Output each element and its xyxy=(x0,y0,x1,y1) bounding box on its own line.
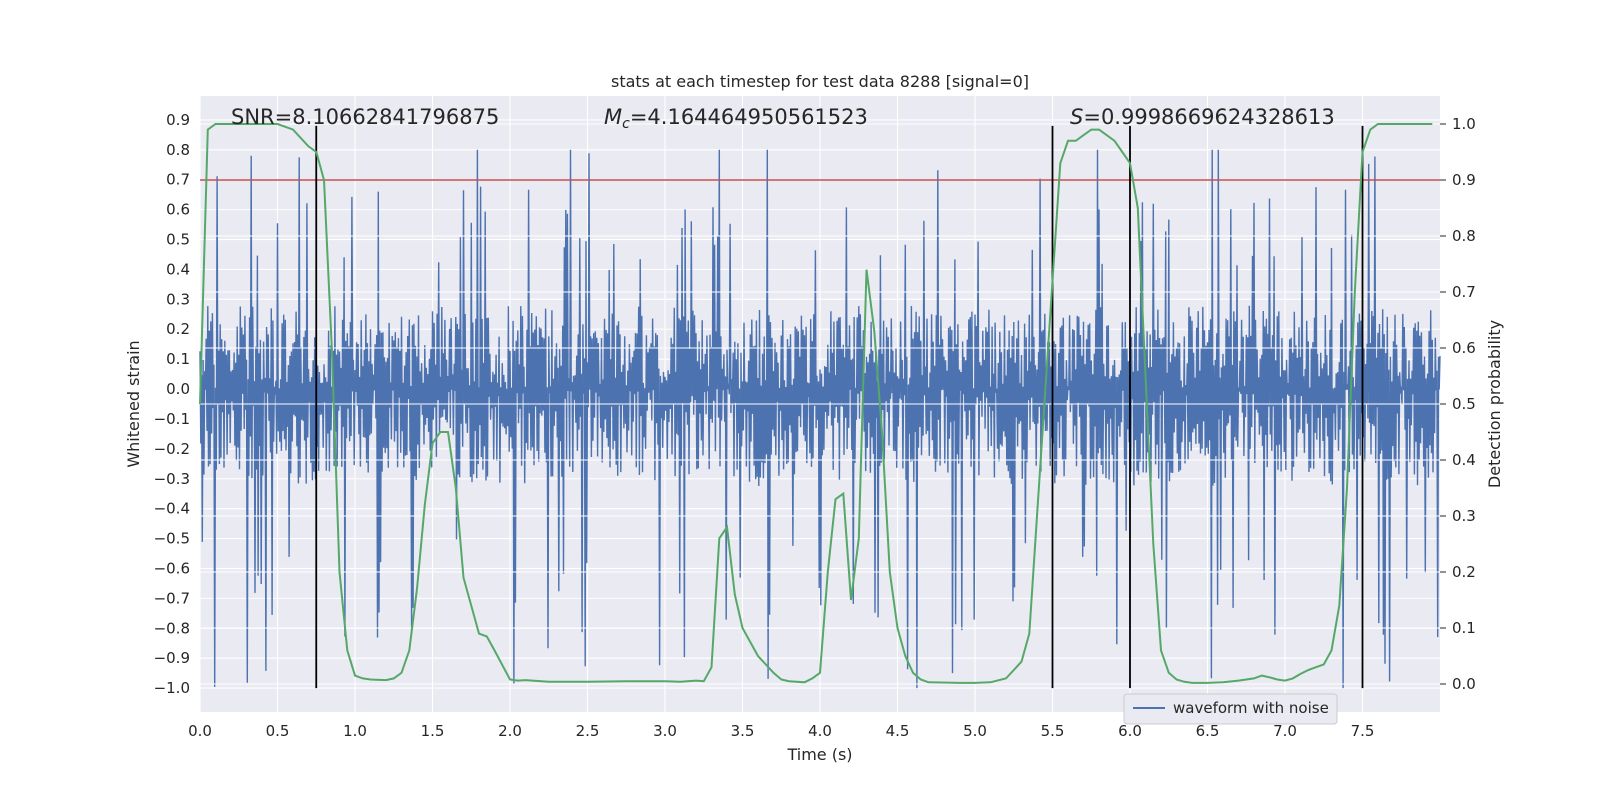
mc-symbol: M xyxy=(604,105,622,129)
x-tick-label: 6.5 xyxy=(1196,722,1220,740)
y-tick-label: −0.1 xyxy=(154,410,190,428)
y2-tick-label: 0.9 xyxy=(1452,171,1476,189)
y-tick-label: −0.2 xyxy=(154,440,190,458)
y-tick-label: −0.3 xyxy=(154,470,190,488)
vertical-markers xyxy=(315,125,1364,689)
y-tick-label: 0.9 xyxy=(166,111,190,129)
y2-tick-label: 0.0 xyxy=(1452,675,1476,693)
x-tick-label: 0.0 xyxy=(188,722,212,740)
y2-tick-label: 0.7 xyxy=(1452,283,1476,301)
waveform-line xyxy=(199,149,1441,689)
x-tick-label: 3.0 xyxy=(653,722,677,740)
y-tick-label: 0.8 xyxy=(166,141,190,159)
y-tick-label: −1.0 xyxy=(154,679,190,697)
y2-tick-label: 0.6 xyxy=(1452,339,1476,357)
y2-axis-label: Detection probability xyxy=(1485,320,1504,488)
chirp-mass-annotation: Mc=4.164464950561523 xyxy=(604,105,868,132)
y-tick-label: −0.5 xyxy=(154,530,190,548)
x-tick-label: 2.0 xyxy=(498,722,522,740)
y-axis-label: Whitened strain xyxy=(124,340,143,467)
y-tick-label: 0.6 xyxy=(166,201,190,219)
x-tick-label: 7.5 xyxy=(1351,722,1375,740)
score-annotation: S=0.9998669624328613 xyxy=(1070,105,1335,129)
y-tick-label: 0.4 xyxy=(166,260,190,278)
legend-entry: waveform with noise xyxy=(1173,699,1329,717)
y-tick-label: −0.9 xyxy=(154,649,190,667)
x-tick-label: 2.5 xyxy=(576,722,600,740)
y-axis-right-ticks: 1.0 0.9 0.8 0.7 0.6 0.5 0.4 0.3 0.2 0.1 0.0 xyxy=(1440,115,1476,693)
legend: waveform with noise xyxy=(1123,693,1338,725)
y-tick-label: 0.0 xyxy=(166,380,190,398)
y-tick-label: 0.1 xyxy=(166,350,190,368)
y-tick-label: −0.4 xyxy=(154,500,190,518)
y-tick-label: 0.2 xyxy=(166,320,190,338)
x-tick-label: 3.5 xyxy=(731,722,755,740)
y2-tick-label: 0.4 xyxy=(1452,451,1476,469)
snr-annotation: SNR=8.10662841796875 xyxy=(231,105,499,129)
x-axis-label: Time (s) xyxy=(786,745,852,764)
x-tick-label: 0.5 xyxy=(266,722,290,740)
y-tick-label: −0.7 xyxy=(154,589,190,607)
y2-tick-label: 1.0 xyxy=(1452,115,1476,133)
s-symbol: S xyxy=(1070,105,1083,129)
y-tick-label: −0.8 xyxy=(154,619,190,637)
chart-title: stats at each timestep for test data 828… xyxy=(611,72,1029,91)
x-tick-label: 1.0 xyxy=(343,722,367,740)
probability-line xyxy=(199,123,1433,684)
y2-tick-label: 0.3 xyxy=(1452,507,1476,525)
y-tick-label: 0.7 xyxy=(166,171,190,189)
legend-box xyxy=(1123,693,1338,725)
x-tick-label: 7.0 xyxy=(1273,722,1297,740)
y-axis-left-ticks: 0.9 0.8 0.7 0.6 0.5 0.4 0.3 0.2 0.1 0.0 −0.1 −0.2 −0… xyxy=(154,111,190,697)
x-tick-label: 5.0 xyxy=(963,722,987,740)
y2-tick-label: 0.5 xyxy=(1452,395,1476,413)
y-tick-label: 0.3 xyxy=(166,290,190,308)
y-tick-label: −0.6 xyxy=(154,559,190,577)
y-tick-label: 0.5 xyxy=(166,231,190,249)
y2-tick-label: 0.2 xyxy=(1452,563,1476,581)
x-tick-label: 4.5 xyxy=(886,722,910,740)
x-tick-label: 5.5 xyxy=(1041,722,1065,740)
s-value: =0.9998669624328613 xyxy=(1083,105,1334,129)
y2-tick-label: 0.8 xyxy=(1452,227,1476,245)
y2-tick-label: 0.1 xyxy=(1452,619,1476,637)
x-tick-label: 1.5 xyxy=(421,722,445,740)
mc-subscript: c xyxy=(622,116,630,132)
x-axis-ticks: 0.0 0.5 1.0 1.5 2.0 2.5 3.0 3.5 4.0 4.5 5.0 5.5 6.0 6… xyxy=(188,722,1374,740)
x-tick-label: 6.0 xyxy=(1118,722,1142,740)
waveform-path xyxy=(199,149,1441,689)
x-tick-label: 4.0 xyxy=(808,722,832,740)
mc-value: =4.164464950561523 xyxy=(630,105,868,129)
